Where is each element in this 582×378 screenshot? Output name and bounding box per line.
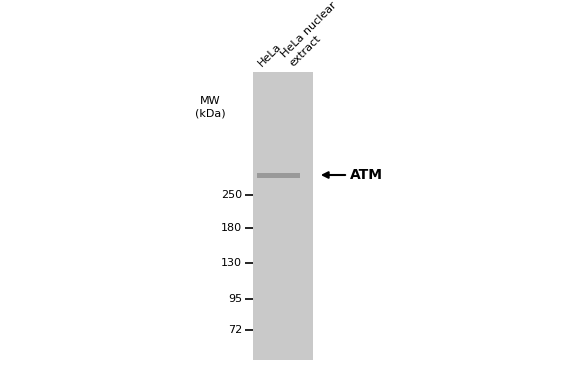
Text: HeLa: HeLa [256,41,283,68]
Text: 130: 130 [221,258,242,268]
Text: 72: 72 [228,325,242,335]
Bar [257,172,300,178]
Text: 180: 180 [221,223,242,233]
Text: MW
(kDa): MW (kDa) [195,96,225,118]
Text: 95: 95 [228,294,242,304]
Text: 250: 250 [221,190,242,200]
Text: HeLa nuclear
extract: HeLa nuclear extract [280,1,347,68]
Bar [253,72,313,360]
Text: ATM: ATM [350,168,383,182]
